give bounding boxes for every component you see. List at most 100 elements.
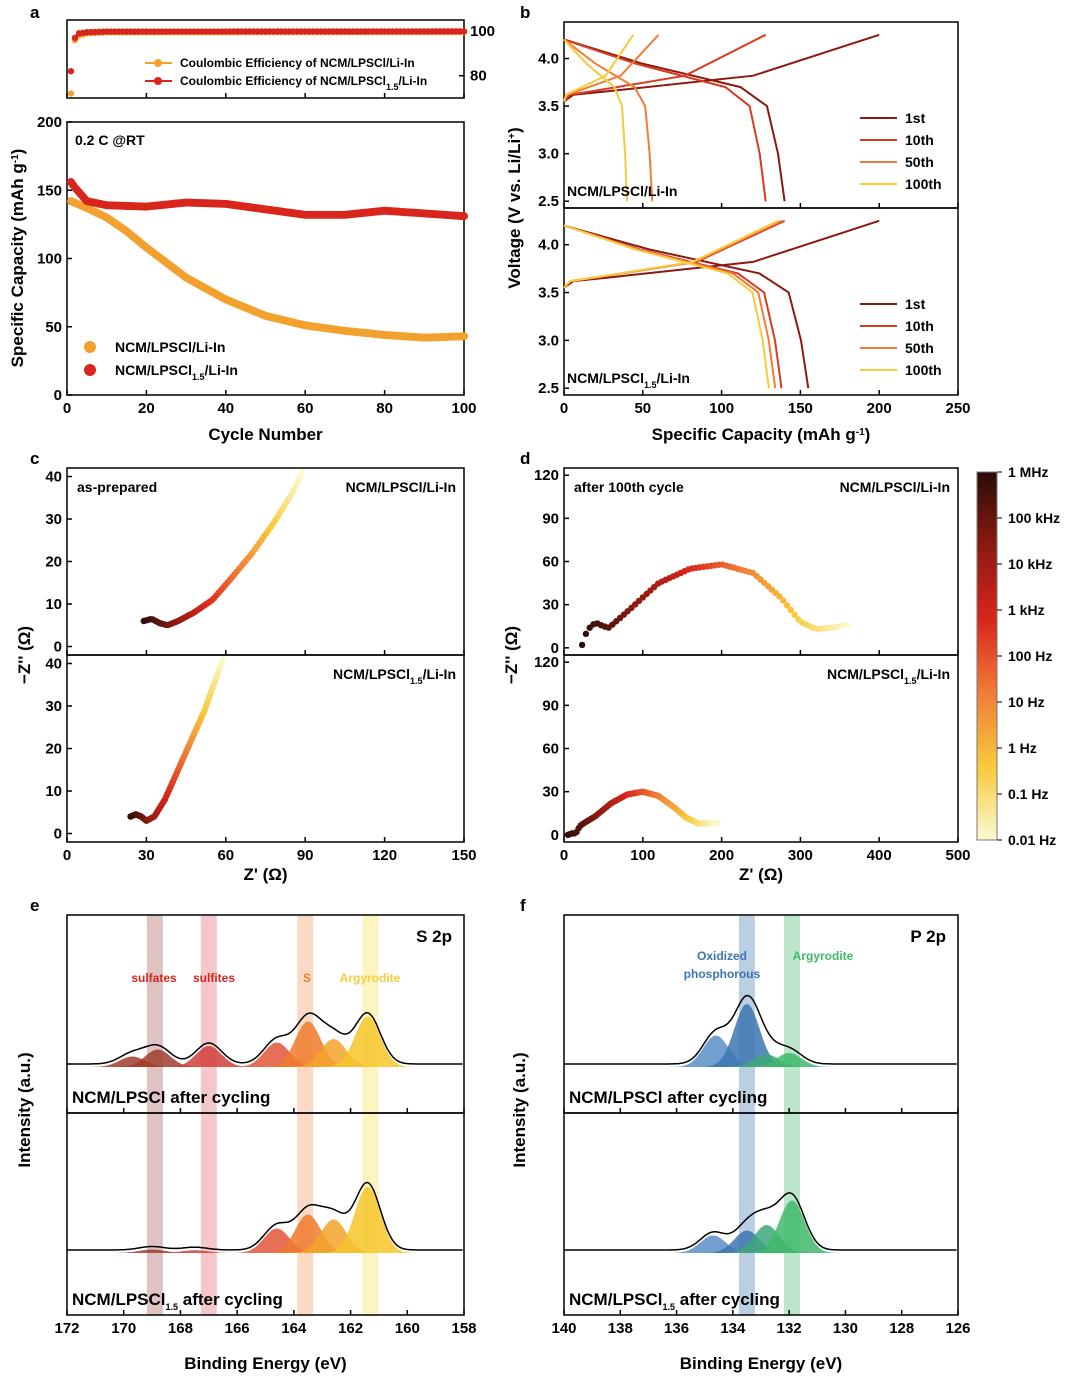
- x-axis-title: Z' (Ω): [739, 865, 783, 884]
- label-part: Coulombic Efficiency of NCM/LPSCl/Li-In: [180, 56, 415, 70]
- legend-label: 1st: [905, 110, 926, 126]
- panel-label: e: [30, 896, 39, 915]
- x-tick-label: 130: [833, 1320, 858, 1337]
- label-part: NCM/LPSCl/Li-In: [115, 339, 225, 355]
- y-tick-label: 80: [470, 68, 487, 85]
- fit-peak: [67, 1042, 463, 1067]
- y-axis-title: −Z'' (Ω): [502, 626, 521, 684]
- y-tick-label: 0: [54, 639, 62, 656]
- x-axis-title: Cycle Number: [208, 425, 323, 444]
- charge-curve-10th: [563, 33, 767, 103]
- spectrum-title: S 2p: [416, 927, 452, 946]
- charge-curve-1st: [563, 33, 880, 103]
- x-tick-label: 132: [777, 1320, 802, 1337]
- colorbar-label: 100 Hz: [1008, 648, 1052, 664]
- ce-point: [71, 34, 79, 42]
- band-label: sulfites: [193, 971, 235, 985]
- y-tick-label: 30: [45, 511, 62, 528]
- label-part: after cycling: [178, 1290, 283, 1309]
- legend-marker: [154, 77, 162, 85]
- ce-plot-frame: [66, 19, 465, 99]
- y-axis-title: −Z'' (Ω): [15, 626, 34, 684]
- x-tick-label: 300: [788, 847, 813, 864]
- subplot-label: NCM/LPSCl1.5 after cycling: [569, 1290, 780, 1312]
- subplot-label: NCM/LPSCl/Li-In: [840, 479, 950, 495]
- label-part: NCM/LPSCl: [115, 362, 192, 378]
- colorbar-label: 0.1 Hz: [1008, 786, 1048, 802]
- legend-label: 1st: [905, 296, 926, 312]
- x-tick-label: 60: [217, 847, 234, 864]
- y-axis-title: Specific Capacity (mAh g-1): [8, 149, 27, 368]
- label-part: +: [507, 133, 518, 139]
- nyquist-plot-frame: [66, 467, 465, 656]
- fit-peak: [67, 1249, 463, 1253]
- band-label: phosphorous: [684, 967, 761, 981]
- ce-point: [67, 68, 75, 75]
- annotation: after 100th cycle: [574, 479, 684, 495]
- x-tick-label: 100: [709, 400, 734, 417]
- y-tick-label: 150: [37, 182, 62, 199]
- band-label: Oxidized: [697, 949, 747, 963]
- y-tick-label: 4.0: [538, 237, 559, 254]
- legend-label: Coulombic Efficiency of NCM/LPSCl1.5/Li-…: [180, 74, 427, 92]
- envelope-curve: [564, 1192, 957, 1251]
- y-tick-label: 3.0: [538, 146, 559, 163]
- x-tick-label: 134: [720, 1320, 746, 1337]
- charge-curve-100th: [563, 219, 779, 289]
- y-tick-label: 4.0: [538, 51, 559, 68]
- legend-marker: [154, 59, 162, 67]
- label-part: NCM/LPSCl: [333, 666, 410, 682]
- label-part: /Li-In: [399, 74, 428, 88]
- legend-label: 10th: [905, 132, 934, 148]
- y-tick-label: 100: [470, 23, 495, 40]
- subplot-label: NCM/LPSCl1.5/Li-In: [333, 666, 456, 686]
- x-axis-title: Z' (Ω): [243, 865, 287, 884]
- label-part: 1.5: [386, 82, 399, 92]
- panel-label: b: [520, 3, 530, 22]
- label-part: /Li-In: [917, 666, 950, 682]
- x-tick-label: 168: [168, 1320, 193, 1337]
- label-part: NCM/LPSCl: [72, 1290, 166, 1309]
- label-part: NCM/LPSCl: [567, 370, 644, 386]
- y-tick-label: 40: [45, 656, 62, 673]
- x-tick-label: 250: [945, 400, 970, 417]
- envelope-curve: [564, 994, 957, 1065]
- y-axis-title: Intensity (a.u.): [510, 1052, 529, 1167]
- annotation: as-prepared: [77, 479, 157, 495]
- discharge-curve-1st: [563, 224, 810, 389]
- y-tick-label: 10: [45, 596, 62, 613]
- x-tick-label: 200: [709, 847, 734, 864]
- label-part: NCM/LPSCl/Li-In: [346, 479, 456, 495]
- x-tick-label: 200: [867, 400, 892, 417]
- impedance-point: [219, 656, 227, 663]
- legend-label: 50th: [905, 340, 934, 356]
- discharge-curve-1st: [563, 38, 786, 202]
- label-part: -1: [10, 154, 21, 163]
- label-part: ): [865, 425, 871, 444]
- x-tick-label: 400: [867, 847, 892, 864]
- y-tick-label: 10: [45, 783, 62, 800]
- discharge-curve-100th: [563, 224, 770, 389]
- ce-point: [460, 28, 468, 35]
- y-tick-label: 2.5: [538, 193, 559, 210]
- x-axis-title: Specific Capacity (mAh g-1): [652, 425, 871, 444]
- x-tick-label: 140: [551, 1320, 576, 1337]
- xps-plot-frame: [563, 914, 959, 1114]
- x-tick-label: 0: [560, 847, 568, 864]
- x-tick-label: 160: [395, 1320, 420, 1337]
- y-tick-label: 0: [54, 826, 62, 843]
- colorbar-label: 1 kHz: [1008, 602, 1045, 618]
- xps-plot-frame: [563, 1112, 959, 1316]
- y-tick-label: 2.5: [538, 380, 559, 397]
- x-tick-label: 158: [451, 1320, 476, 1337]
- legend-label: 50th: [905, 154, 934, 170]
- subplot-label: NCM/LPSCl1.5 after cycling: [72, 1290, 283, 1312]
- label-part: Coulombic Efficiency of NCM/LPSCl: [180, 74, 386, 88]
- x-tick-label: 0: [560, 400, 568, 417]
- colorbar-label: 1 MHz: [1008, 464, 1048, 480]
- x-tick-label: 0: [63, 400, 71, 417]
- colorbar: [976, 471, 998, 841]
- subplot-label: NCM/LPSCl after cycling: [569, 1088, 767, 1107]
- x-tick-label: 20: [138, 400, 155, 417]
